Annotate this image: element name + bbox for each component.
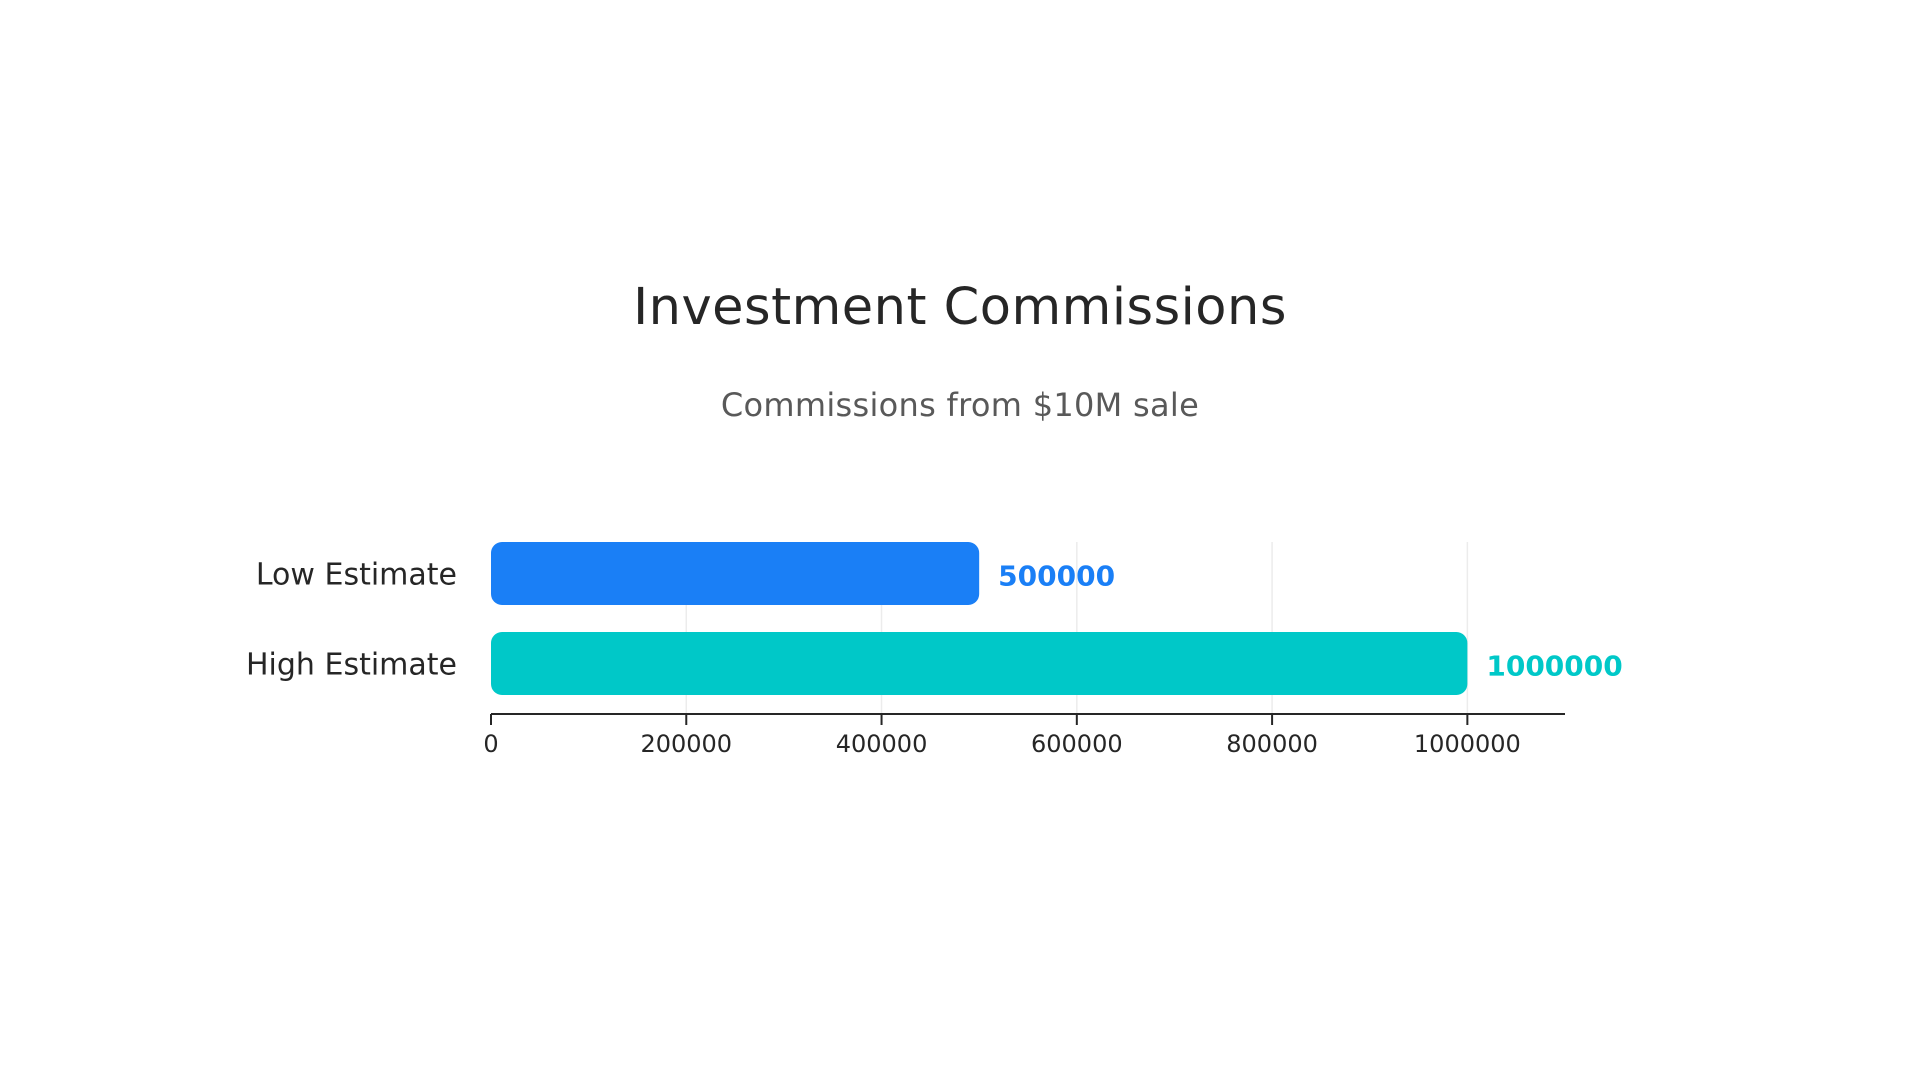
chart-title: Investment Commissions [633, 278, 1287, 337]
category-label: Low Estimate [256, 558, 457, 593]
x-axis: 0 200000 400000 600000 800000 1000000 [483, 713, 1565, 758]
chart-subtitle: Commissions from $10M sale [720, 386, 1200, 424]
category-label: High Estimate [246, 648, 457, 683]
x-tick-label: 800000 [1226, 730, 1318, 758]
data-label: 500000 [998, 560, 1115, 593]
x-tick-label: 600000 [1031, 730, 1123, 758]
bar-low-estimate [491, 542, 980, 605]
x-tick-label: 0 [483, 730, 498, 758]
labels: Low Estimate 500000 High Estimate 1000000 [246, 558, 1623, 683]
bars [491, 542, 1468, 695]
x-tick-label: 200000 [640, 730, 732, 758]
data-label: 1000000 [1486, 650, 1622, 683]
x-tick-label: 400000 [836, 730, 928, 758]
x-tick-label: 1000000 [1414, 730, 1521, 758]
bar-high-estimate [491, 632, 1468, 695]
